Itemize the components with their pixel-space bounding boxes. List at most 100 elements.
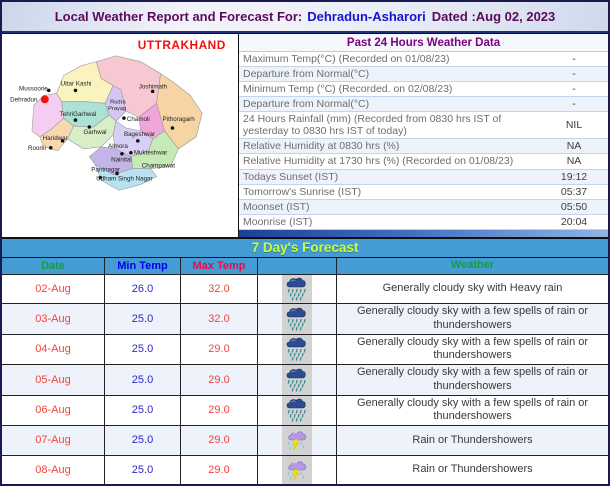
city-label[interactable]: Nainital xyxy=(111,157,132,164)
forecast-weather-text: Generally cloudy sky with a few spells o… xyxy=(356,366,589,392)
row-label: Moonrise (IST) xyxy=(243,215,313,228)
city-label[interactable]: Rudra xyxy=(110,99,126,105)
district-shapes xyxy=(31,55,203,191)
forecast-icon-cell xyxy=(258,365,337,395)
row-label: Tomorrow's Sunrise (IST) xyxy=(243,185,362,198)
table-row: Moonset (IST) 05:50 xyxy=(239,199,608,215)
forecast-max-temp: 29.0 xyxy=(181,395,258,426)
col-header-icon xyxy=(258,257,337,274)
city-marker[interactable] xyxy=(120,151,124,156)
forecast-icon-cell xyxy=(258,274,337,304)
row-label: Departure from Normal(°C) xyxy=(243,68,370,81)
table-row: Todays Sunset (IST) 19:12 xyxy=(239,169,608,185)
forecast-max-temp: 29.0 xyxy=(181,455,258,484)
city-label[interactable]: Bageshwar xyxy=(124,131,155,138)
city-label[interactable]: Garhwal xyxy=(83,129,106,136)
uttarakhand-map: UTTRAKHAND xyxy=(10,38,225,191)
row-value: 05:50 xyxy=(560,200,588,213)
city-label[interactable]: Haridwar xyxy=(43,135,68,142)
city-label[interactable]: Udham Singh Nagar xyxy=(96,175,152,182)
city-marker[interactable] xyxy=(48,146,53,150)
city-label[interactable]: Champawat xyxy=(142,163,175,170)
past-24h-panel: Past 24 Hours Weather Data Maximum Temp(… xyxy=(239,33,608,238)
forecast-min-temp: 25.0 xyxy=(105,395,181,426)
city-label[interactable]: Uttar Kashi xyxy=(61,80,92,87)
forecast-row: 02-Aug 26.0 32.0 Generally cloudy sky wi… xyxy=(2,274,608,305)
forecast-date: 08-Aug xyxy=(2,455,105,484)
city-marker[interactable] xyxy=(87,125,92,129)
city-label[interactable]: Almora xyxy=(108,143,128,150)
forecast-icon-cell xyxy=(258,426,337,455)
forecast-max-temp: 32.0 xyxy=(181,304,258,334)
top-section: UTTRAKHAND xyxy=(2,33,608,238)
city-label[interactable]: Chamoli xyxy=(127,116,150,123)
rain-cloud-icon xyxy=(284,397,310,423)
dehradun-highlight-marker[interactable] xyxy=(40,95,49,104)
forecast-min-temp: 25.0 xyxy=(105,426,181,455)
forecast-date: 06-Aug xyxy=(2,395,105,426)
city-marker[interactable] xyxy=(98,175,102,180)
table-row: Relative Humidity at 0830 hrs (%) NA xyxy=(239,139,608,155)
forecast-icon-cell xyxy=(258,304,337,334)
row-label: Maximum Temp(°C) (Recorded on 01/08/23) xyxy=(243,53,450,65)
report-date: Dated :Aug 02, 2023 xyxy=(431,9,556,24)
forecast-date: 03-Aug xyxy=(2,304,105,334)
city-label[interactable]: Mussoorie xyxy=(19,85,48,92)
forecast-weather-text: Generally cloudy sky with Heavy rain xyxy=(382,282,563,295)
table-row: Departure from Normal(°C) - xyxy=(239,67,608,83)
city-marker[interactable] xyxy=(60,139,65,143)
city-marker[interactable] xyxy=(170,126,175,130)
city-marker[interactable] xyxy=(73,118,78,122)
city-label[interactable]: Dehradun xyxy=(10,96,38,103)
row-label: Todays Sunset (IST) xyxy=(243,170,339,183)
forecast-weather-text: Generally cloudy sky with a few spells o… xyxy=(356,396,589,423)
rain-cloud-icon xyxy=(284,306,310,332)
city-label[interactable]: Joshimath xyxy=(139,83,168,90)
city-label[interactable]: Roorki xyxy=(28,145,46,152)
row-value: NA xyxy=(566,140,582,153)
thunderstorm-icon xyxy=(284,457,310,483)
forecast-min-temp: 25.0 xyxy=(105,365,181,395)
forecast-row: 06-Aug 25.0 29.0 Generally cloudy sky wi… xyxy=(2,395,608,427)
forecast-min-temp: 25.0 xyxy=(105,455,181,484)
forecast-max-temp: 29.0 xyxy=(181,334,258,365)
city-marker[interactable] xyxy=(115,171,119,176)
forecast-row: 07-Aug 25.0 29.0 Rain or Thundershowers xyxy=(2,426,608,456)
forecast-min-temp: 25.0 xyxy=(105,334,181,365)
forecast-icon-cell xyxy=(258,395,337,426)
forecast-section-title: 7 Day's Forecast xyxy=(2,237,608,258)
forecast-date: 04-Aug xyxy=(2,334,105,365)
rain-cloud-icon xyxy=(284,367,310,393)
forecast-max-temp: 29.0 xyxy=(181,365,258,395)
city-marker[interactable] xyxy=(129,150,133,155)
forecast-min-temp: 26.0 xyxy=(105,274,181,304)
uttarakhand-map-panel: UTTRAKHAND xyxy=(2,33,239,238)
station-link[interactable]: Dehradun-Asharori xyxy=(307,9,426,24)
table-row: 24 Hours Rainfall (mm) (Recorded from 08… xyxy=(239,112,608,140)
city-label[interactable]: Pithoragarh xyxy=(163,116,196,123)
city-marker[interactable] xyxy=(136,139,140,143)
city-marker[interactable] xyxy=(150,89,155,94)
city-label[interactable]: Pantnagar xyxy=(91,167,120,174)
table-row: Departure from Normal(°C) - xyxy=(239,97,608,113)
forecast-date: 05-Aug xyxy=(2,365,105,395)
table-row: Maximum Temp(°C) (Recorded on 01/08/23) - xyxy=(239,52,608,68)
row-label: Minimum Temp (°C) (Recorded. on 02/08/23… xyxy=(243,83,453,96)
city-marker[interactable] xyxy=(122,116,126,120)
city-marker[interactable] xyxy=(46,88,51,93)
city-marker[interactable] xyxy=(73,88,78,93)
panel-bottom-bar xyxy=(239,229,608,237)
city-label[interactable]: TehriGarhwal xyxy=(60,111,97,118)
forecast-weather-text: Rain or Thundershowers xyxy=(412,433,533,446)
forecast-date: 02-Aug xyxy=(2,274,105,304)
city-label[interactable]: Prayag xyxy=(108,106,126,112)
city-labels: Mussoorie Dehradun Uttar Kashi Joshimath… xyxy=(10,80,195,182)
rain-cloud-icon xyxy=(284,276,310,302)
table-row: Moonrise (IST) 20:04 xyxy=(239,215,608,230)
forecast-icon-cell xyxy=(258,455,337,484)
row-label: 24 Hours Rainfall (mm) (Recorded from 08… xyxy=(243,113,502,138)
table-row: Minimum Temp (°C) (Recorded. on 02/08/23… xyxy=(239,82,608,98)
forecast-weather-text: Generally cloudy sky with a few spells o… xyxy=(356,335,589,362)
forecast-weather-text: Rain or Thundershowers xyxy=(412,462,533,475)
city-label[interactable]: Mukteshwar xyxy=(134,150,168,157)
